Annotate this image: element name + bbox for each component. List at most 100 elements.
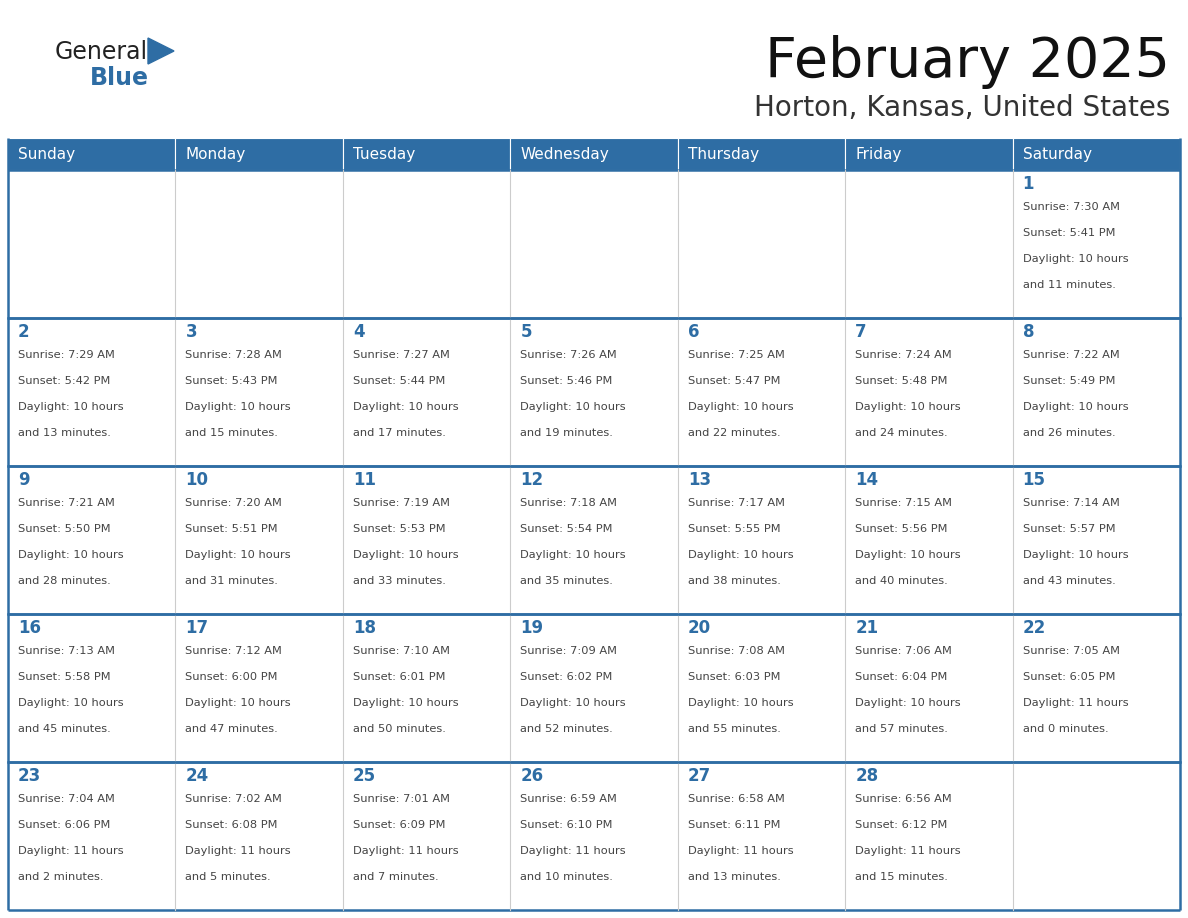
Text: Sunset: 5:49 PM: Sunset: 5:49 PM (1023, 375, 1116, 386)
Bar (845, 466, 1012, 614)
Text: and 47 minutes.: and 47 minutes. (185, 723, 278, 733)
Bar (176, 170, 343, 318)
Bar (343, 170, 511, 318)
Bar (343, 466, 511, 614)
Bar (1012, 318, 1180, 466)
Text: Sunset: 5:43 PM: Sunset: 5:43 PM (185, 375, 278, 386)
Text: 11: 11 (353, 471, 375, 489)
Text: and 13 minutes.: and 13 minutes. (18, 428, 110, 438)
Text: 13: 13 (688, 471, 710, 489)
Text: Sunset: 6:03 PM: Sunset: 6:03 PM (688, 672, 781, 682)
Text: Daylight: 11 hours: Daylight: 11 hours (520, 845, 626, 856)
Text: Sunrise: 7:19 AM: Sunrise: 7:19 AM (353, 498, 450, 508)
Text: Sunset: 5:42 PM: Sunset: 5:42 PM (18, 375, 110, 386)
Bar (343, 614, 511, 762)
Text: Daylight: 10 hours: Daylight: 10 hours (185, 550, 291, 560)
Text: Sunrise: 7:08 AM: Sunrise: 7:08 AM (688, 646, 785, 656)
Bar (677, 318, 845, 466)
Bar (176, 762, 343, 910)
Text: 24: 24 (185, 767, 209, 785)
Text: Sunset: 5:58 PM: Sunset: 5:58 PM (18, 672, 110, 682)
Text: 1: 1 (1023, 175, 1034, 193)
Text: 27: 27 (688, 767, 710, 785)
Bar (511, 170, 677, 318)
Text: Sunrise: 7:01 AM: Sunrise: 7:01 AM (353, 794, 450, 804)
Text: Daylight: 10 hours: Daylight: 10 hours (855, 402, 961, 412)
Text: 12: 12 (520, 471, 543, 489)
Text: Daylight: 10 hours: Daylight: 10 hours (185, 698, 291, 708)
Text: and 43 minutes.: and 43 minutes. (1023, 576, 1116, 586)
Text: Sunset: 5:48 PM: Sunset: 5:48 PM (855, 375, 948, 386)
Text: 2: 2 (18, 323, 30, 341)
Bar (8, 614, 176, 762)
Text: Sunset: 6:00 PM: Sunset: 6:00 PM (185, 672, 278, 682)
Text: 18: 18 (353, 619, 375, 637)
Text: 8: 8 (1023, 323, 1034, 341)
Text: February 2025: February 2025 (765, 35, 1170, 89)
Text: Daylight: 10 hours: Daylight: 10 hours (1023, 253, 1129, 263)
Text: Sunset: 6:01 PM: Sunset: 6:01 PM (353, 672, 446, 682)
Text: Daylight: 10 hours: Daylight: 10 hours (353, 698, 459, 708)
Text: Friday: Friday (855, 147, 902, 162)
Bar (845, 762, 1012, 910)
Bar (343, 318, 511, 466)
Text: and 24 minutes.: and 24 minutes. (855, 428, 948, 438)
Text: 19: 19 (520, 619, 543, 637)
Text: Sunrise: 7:12 AM: Sunrise: 7:12 AM (185, 646, 283, 656)
Bar (1012, 466, 1180, 614)
Bar (8, 170, 176, 318)
Text: 14: 14 (855, 471, 878, 489)
Text: Sunrise: 7:29 AM: Sunrise: 7:29 AM (18, 350, 115, 360)
Text: and 22 minutes.: and 22 minutes. (688, 428, 781, 438)
Text: Sunrise: 7:22 AM: Sunrise: 7:22 AM (1023, 350, 1119, 360)
Text: 9: 9 (18, 471, 30, 489)
Text: Daylight: 10 hours: Daylight: 10 hours (688, 698, 794, 708)
Text: Daylight: 10 hours: Daylight: 10 hours (18, 698, 124, 708)
Text: Sunset: 6:10 PM: Sunset: 6:10 PM (520, 820, 613, 830)
Bar (1012, 614, 1180, 762)
Text: Sunset: 5:51 PM: Sunset: 5:51 PM (185, 524, 278, 534)
Text: Daylight: 10 hours: Daylight: 10 hours (688, 402, 794, 412)
Text: Sunrise: 6:59 AM: Sunrise: 6:59 AM (520, 794, 617, 804)
Text: Sunset: 5:50 PM: Sunset: 5:50 PM (18, 524, 110, 534)
Bar (511, 762, 677, 910)
Text: and 33 minutes.: and 33 minutes. (353, 576, 446, 586)
Text: and 2 minutes.: and 2 minutes. (18, 872, 103, 881)
Text: Sunset: 6:08 PM: Sunset: 6:08 PM (185, 820, 278, 830)
Bar (845, 318, 1012, 466)
Bar (845, 614, 1012, 762)
Text: Daylight: 10 hours: Daylight: 10 hours (520, 402, 626, 412)
Text: Sunset: 5:44 PM: Sunset: 5:44 PM (353, 375, 446, 386)
Text: Sunrise: 7:04 AM: Sunrise: 7:04 AM (18, 794, 115, 804)
Text: Sunset: 5:53 PM: Sunset: 5:53 PM (353, 524, 446, 534)
Bar (176, 138, 343, 170)
Text: Sunset: 5:54 PM: Sunset: 5:54 PM (520, 524, 613, 534)
Text: and 38 minutes.: and 38 minutes. (688, 576, 781, 586)
Text: and 28 minutes.: and 28 minutes. (18, 576, 110, 586)
Text: Daylight: 11 hours: Daylight: 11 hours (353, 845, 459, 856)
Text: 15: 15 (1023, 471, 1045, 489)
Text: General: General (55, 40, 148, 64)
Text: Sunrise: 7:28 AM: Sunrise: 7:28 AM (185, 350, 283, 360)
Bar (8, 138, 176, 170)
Text: and 50 minutes.: and 50 minutes. (353, 723, 446, 733)
Bar (176, 614, 343, 762)
Bar (343, 762, 511, 910)
Text: Sunrise: 7:20 AM: Sunrise: 7:20 AM (185, 498, 283, 508)
Text: 20: 20 (688, 619, 710, 637)
Text: Sunrise: 7:18 AM: Sunrise: 7:18 AM (520, 498, 618, 508)
Bar (511, 138, 677, 170)
Text: Sunrise: 7:15 AM: Sunrise: 7:15 AM (855, 498, 952, 508)
Text: 3: 3 (185, 323, 197, 341)
Bar (343, 138, 511, 170)
Text: 28: 28 (855, 767, 878, 785)
Text: Daylight: 10 hours: Daylight: 10 hours (353, 402, 459, 412)
Bar (8, 318, 176, 466)
Text: and 0 minutes.: and 0 minutes. (1023, 723, 1108, 733)
Text: 26: 26 (520, 767, 543, 785)
Text: Sunrise: 7:02 AM: Sunrise: 7:02 AM (185, 794, 283, 804)
Bar (677, 138, 845, 170)
Text: Sunset: 6:04 PM: Sunset: 6:04 PM (855, 672, 948, 682)
Bar (176, 466, 343, 614)
Text: Monday: Monday (185, 147, 246, 162)
